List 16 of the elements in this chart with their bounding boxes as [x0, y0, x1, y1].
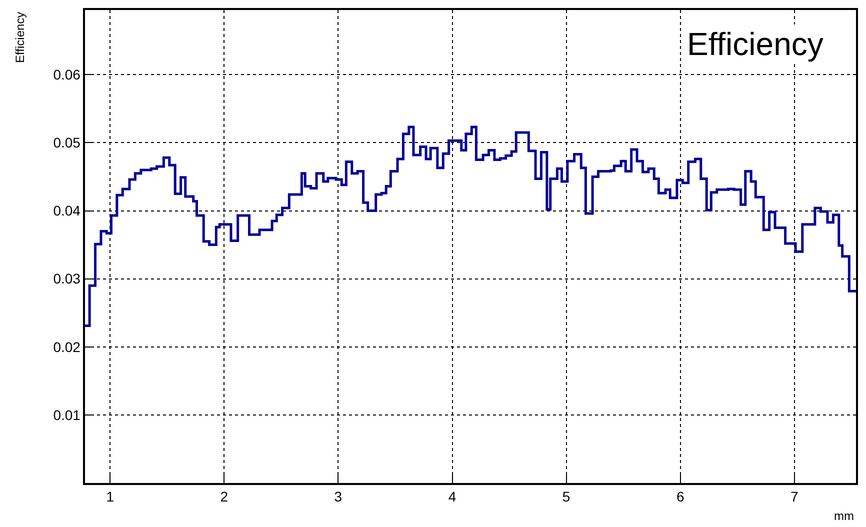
x-axis-title: mm: [834, 509, 854, 523]
x-tick-label: 5: [562, 488, 570, 505]
y-tick-label: 0.04: [53, 202, 81, 219]
x-tick-label: 1: [106, 488, 114, 505]
y-tick-label: 0.06: [53, 66, 81, 83]
y-tick-label: 0.01: [53, 406, 81, 423]
text: Efficiency: [687, 26, 824, 62]
x-tick-label: 7: [790, 488, 799, 505]
x-tick-label: 2: [220, 488, 228, 505]
x-tick-label: 3: [334, 488, 342, 505]
x-tick-label: 4: [448, 488, 456, 505]
y-axis-title: Efficiency: [12, 12, 27, 63]
x-tick-label: 6: [676, 488, 684, 505]
y-tick-label: 0.05: [53, 134, 81, 151]
y-tick-label: 0.03: [53, 270, 81, 287]
y-tick-label: 0.02: [53, 338, 81, 355]
